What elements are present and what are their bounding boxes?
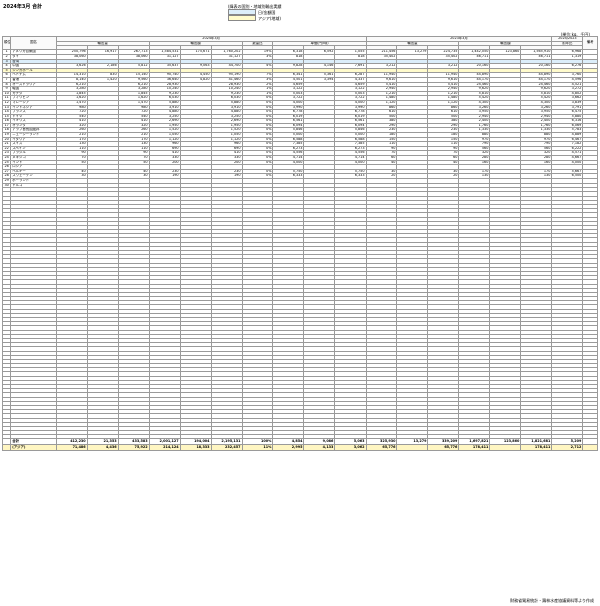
col-sub3 [179,45,212,51]
table-row [1,400,598,406]
value-cell: 18,333 [179,444,212,452]
value-cell: 65,776 [427,444,460,452]
legend-label: 日/金額国 [258,9,276,15]
value-cell [179,434,212,440]
value-cell: 65,776 [365,444,398,452]
note-cell [582,444,598,452]
value-cell: 2,995 [272,444,305,452]
legend-label: アジア(地域) [258,15,281,21]
summary-row: (アジア) 71,486 4,436 75,922 214,124 18,333 232,4… [1,444,598,452]
col-sub3 [117,45,150,51]
table-row: 12 マレーシア 1,470 1,470 5,880 5,880 0% 4,000 4,000 1… [1,99,598,106]
value-cell [148,434,181,440]
table-row [1,434,598,440]
value-cell: 214,124 [148,444,181,452]
table-row: 9 韓国 3,280 3,280 10,240 10,240 1% 3,122 3,122 2,9… [1,86,598,92]
value-cell [334,434,367,440]
value-cell: 178,411 [458,444,491,452]
col-country: 国名 [10,35,57,51]
value-cell [117,434,150,440]
note-cell [582,434,598,440]
rank-cell [1,434,12,440]
value-cell: 3,062 [334,444,367,452]
source-note: 財務省貿易統計・鶏林水産協議資料等より作成 [510,598,594,603]
export-table: 順位 国名 2024年3月 2023年3月 2024/2023 備考 輸出量 輸… [1,35,598,452]
unit-label: (単位:kg、千円) [560,32,590,37]
value-cell: 232,457 [210,444,243,452]
legend-item-blue: 日/金額国 [228,9,282,15]
value-cell: 4,133 [303,444,336,452]
table-row [1,425,598,432]
col-sub3 [551,45,584,51]
value-cell: 75,922 [117,444,150,452]
value-cell [551,434,584,440]
col-sub3 [520,45,553,51]
value-cell [210,434,243,440]
value-cell [489,444,522,452]
legend-title: (緯表の国別・地域別輸出実績 [228,4,282,9]
table-row [1,312,598,319]
table-row: 11 フィリピン 1,620 1,620 6,030 6,030 0% 3,722 3,722 1… [1,95,598,101]
value-cell: 11% [241,444,274,452]
value-cell [520,434,553,440]
table-row [1,383,598,390]
table-row: 4 中国 3,626 2,186 5,812 35,637 9,063 44,700 4% 9,8… [1,63,598,69]
legend-swatch [228,15,256,21]
legend-swatch [228,9,256,15]
table-row: 27 ベルギー 40 40 230 230 0% 5,750 5,750 30 30 170 170 5,… [1,168,598,175]
table-row: 16 イギリス 410 410 2,690 2,690 0% 6,561 6,561 380 380… [1,118,598,124]
rank-cell [1,444,12,452]
col-rank: 順位 [1,35,12,51]
value-cell [396,444,429,452]
table-row: 19 ニュージーランド 210 210 1,050 1,050 0% 5,000 5,000 18… [1,132,598,138]
table-row [1,363,598,369]
value-cell: 178,411 [520,444,553,452]
report-title: 2024年3月 合計 [3,4,43,10]
col-note: 備考 [582,35,598,51]
country-cell [10,434,57,440]
value-cell: 4,436 [86,444,119,452]
col-sub3 [148,45,181,51]
col-sub3 [210,45,243,51]
table-row: 7 香港 8,140 1,420 9,560 36,640 4,820 41,460 3% 4,5… [1,76,598,83]
legend-item-yellow: アジア(地域) [228,15,282,21]
col-sub3 [334,45,367,51]
value-cell: 71,486 [55,444,88,452]
country-cell: (アジア) [10,444,57,452]
table-row [1,354,598,360]
legend: (緯表の国別・地域別輸出実績 日/金額国 アジア(地域) [228,4,282,21]
table-row [1,396,598,402]
value-cell: 2,712 [551,444,584,452]
